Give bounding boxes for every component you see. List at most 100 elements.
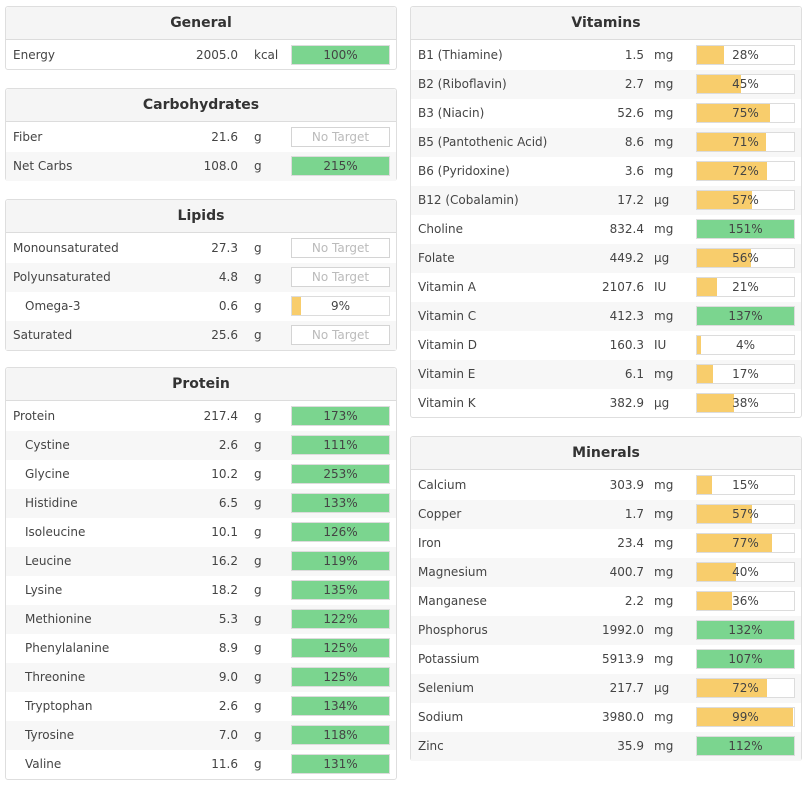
- nutrient-row[interactable]: Methionine 5.3 g 122%: [6, 605, 396, 634]
- nutrient-row[interactable]: Fiber 21.6 g No Target: [6, 123, 396, 152]
- nutrient-amount: 52.6: [617, 106, 644, 120]
- nutrient-row[interactable]: Tyrosine 7.0 g 118%: [6, 721, 396, 750]
- nutrient-row[interactable]: Leucine 16.2 g 119%: [6, 547, 396, 576]
- nutrient-row[interactable]: Vitamin D 160.3 IU 4%: [411, 331, 801, 360]
- nutrient-amount: 11.6: [211, 757, 238, 771]
- nutrient-row[interactable]: Isoleucine 10.1 g 126%: [6, 518, 396, 547]
- nutrient-amount: 1.7: [624, 507, 644, 521]
- nutrient-row[interactable]: Manganese 2.2 mg 36%: [411, 587, 801, 616]
- nutrient-row[interactable]: Folate 449.2 µg 56%: [411, 244, 801, 273]
- target-progress-bar: 40%: [696, 562, 795, 582]
- nutrient-row[interactable]: Saturated 25.6 g No Target: [6, 321, 396, 350]
- panel-vitamins: Vitamins B1 (Thiamine) 1.5 mg 28% B2 (Ribofl…: [410, 6, 802, 418]
- nutrient-row[interactable]: Lysine 18.2 g 135%: [6, 576, 396, 605]
- nutrient-row[interactable]: Polyunsaturated 4.8 g No Target: [6, 263, 396, 292]
- panel-lipids: Lipids Monounsaturated 27.3 g No Target Poly…: [5, 199, 397, 351]
- percent-label: 107%: [728, 652, 763, 666]
- nutrient-unit: g: [254, 670, 262, 684]
- nutrient-name: Selenium: [418, 681, 474, 695]
- nutrient-name: Manganese: [418, 594, 487, 608]
- nutrient-row[interactable]: Threonine 9.0 g 125%: [6, 663, 396, 692]
- nutrient-name: B3 (Niacin): [418, 106, 485, 120]
- progress-fill: [697, 737, 794, 755]
- percent-label: 38%: [732, 396, 759, 410]
- percent-label: 36%: [732, 594, 759, 608]
- nutrient-row[interactable]: Zinc 35.9 mg 112%: [411, 732, 801, 761]
- nutrient-row[interactable]: B12 (Cobalamin) 17.2 µg 57%: [411, 186, 801, 215]
- percent-label: 45%: [732, 77, 759, 91]
- nutrient-row[interactable]: Monounsaturated 27.3 g No Target: [6, 234, 396, 263]
- nutrient-row[interactable]: Calcium 303.9 mg 15%: [411, 471, 801, 500]
- target-progress-bar: 135%: [291, 580, 390, 600]
- nutrient-row[interactable]: B6 (Pyridoxine) 3.6 mg 72%: [411, 157, 801, 186]
- nutrient-row[interactable]: Iron 23.4 mg 77%: [411, 529, 801, 558]
- nutrient-row[interactable]: Potassium 5913.9 mg 107%: [411, 645, 801, 674]
- nutrient-row[interactable]: Omega-3 0.6 g 9%: [6, 292, 396, 321]
- nutrient-row[interactable]: Net Carbs 108.0 g 215%: [6, 152, 396, 181]
- nutrient-unit: g: [254, 554, 262, 568]
- nutrient-amount: 8.6: [624, 135, 644, 149]
- nutrient-amount: 832.4: [609, 222, 644, 236]
- nutrient-unit: g: [254, 409, 262, 423]
- nutrient-name: Zinc: [418, 739, 444, 753]
- progress-fill: [697, 505, 753, 523]
- nutrient-name: Tryptophan: [25, 699, 93, 713]
- nutrient-row[interactable]: Vitamin A 2107.6 IU 21%: [411, 273, 801, 302]
- progress-fill: [697, 650, 794, 668]
- nutrient-row[interactable]: Selenium 217.7 µg 72%: [411, 674, 801, 703]
- nutrient-unit: g: [254, 699, 262, 713]
- target-progress-bar: 57%: [696, 504, 795, 524]
- nutrient-amount: 17.2: [617, 193, 644, 207]
- percent-label: 75%: [732, 106, 759, 120]
- target-progress-bar: 111%: [291, 435, 390, 455]
- progress-fill: [292, 46, 389, 64]
- nutrient-unit: mg: [654, 594, 674, 608]
- progress-fill: [697, 394, 734, 412]
- nutrient-name: Leucine: [25, 554, 72, 568]
- percent-label: 122%: [323, 612, 358, 626]
- nutrient-row[interactable]: Glycine 10.2 g 253%: [6, 460, 396, 489]
- nutrient-unit: g: [254, 130, 262, 144]
- nutrient-name: Tyrosine: [25, 728, 75, 742]
- progress-fill: [697, 365, 714, 383]
- target-progress-bar: 100%: [291, 45, 390, 65]
- nutrient-amount: 2.7: [624, 77, 644, 91]
- nutrient-row[interactable]: Valine 11.6 g 131%: [6, 750, 396, 779]
- panel-title: Minerals: [411, 437, 801, 470]
- nutrient-row[interactable]: Histidine 6.5 g 133%: [6, 489, 396, 518]
- nutrient-row[interactable]: B3 (Niacin) 52.6 mg 75%: [411, 99, 801, 128]
- percent-label: 125%: [323, 670, 358, 684]
- percent-label: 119%: [323, 554, 358, 568]
- nutrient-row[interactable]: Phenylalanine 8.9 g 125%: [6, 634, 396, 663]
- nutrient-unit: µg: [654, 396, 670, 410]
- nutrient-amount: 160.3: [609, 338, 644, 352]
- nutrient-name: Histidine: [25, 496, 78, 510]
- nutrient-row[interactable]: Copper 1.7 mg 57%: [411, 500, 801, 529]
- nutrient-unit: mg: [654, 623, 674, 637]
- target-progress-bar: 38%: [696, 393, 795, 413]
- nutrient-unit: g: [254, 270, 262, 284]
- nutrient-row[interactable]: Phosphorus 1992.0 mg 132%: [411, 616, 801, 645]
- progress-fill: [697, 476, 712, 494]
- nutrient-row[interactable]: Vitamin K 382.9 µg 38%: [411, 389, 801, 418]
- nutrient-row[interactable]: Choline 832.4 mg 151%: [411, 215, 801, 244]
- nutrient-name: Choline: [418, 222, 463, 236]
- nutrient-row[interactable]: B1 (Thiamine) 1.5 mg 28%: [411, 41, 801, 70]
- nutrient-name: Phosphorus: [418, 623, 488, 637]
- nutrient-unit: mg: [654, 309, 674, 323]
- nutrient-row[interactable]: Vitamin C 412.3 mg 137%: [411, 302, 801, 331]
- nutrient-row[interactable]: Sodium 3980.0 mg 99%: [411, 703, 801, 732]
- progress-fill: [697, 336, 701, 354]
- target-progress-bar: 77%: [696, 533, 795, 553]
- nutrient-row[interactable]: Vitamin E 6.1 mg 17%: [411, 360, 801, 389]
- progress-fill: [292, 465, 389, 483]
- nutrient-row[interactable]: B2 (Riboflavin) 2.7 mg 45%: [411, 70, 801, 99]
- nutrient-row[interactable]: Magnesium 400.7 mg 40%: [411, 558, 801, 587]
- nutrient-row[interactable]: B5 (Pantothenic Acid) 8.6 mg 71%: [411, 128, 801, 157]
- nutrient-row[interactable]: Protein 217.4 g 173%: [6, 402, 396, 431]
- percent-label: No Target: [311, 241, 370, 255]
- nutrient-amount: 23.4: [617, 536, 644, 550]
- nutrient-row[interactable]: Energy 2005.0 kcal 100%: [6, 41, 396, 70]
- nutrient-row[interactable]: Tryptophan 2.6 g 134%: [6, 692, 396, 721]
- nutrient-row[interactable]: Cystine 2.6 g 111%: [6, 431, 396, 460]
